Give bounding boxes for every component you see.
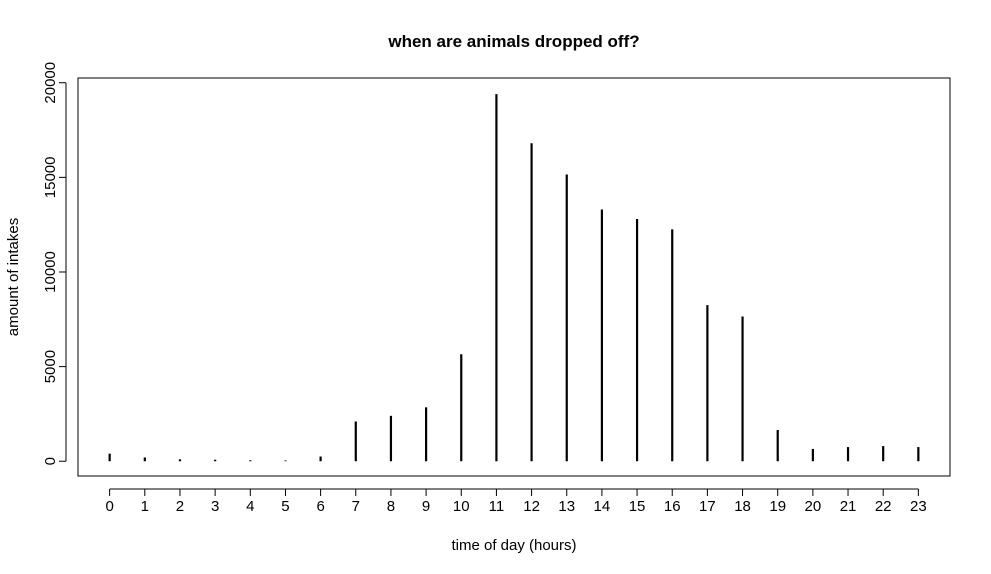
- x-tick-label: 6: [316, 498, 324, 515]
- y-tick-label: 20000: [42, 62, 59, 104]
- x-tick-label: 18: [734, 498, 751, 515]
- x-tick-label: 21: [840, 498, 857, 515]
- x-tick-label: 3: [211, 498, 219, 515]
- x-tick-label: 2: [176, 498, 184, 515]
- x-tick-label: 10: [453, 498, 470, 515]
- y-tick-label: 0: [42, 457, 59, 465]
- x-axis-label: time of day (hours): [451, 537, 576, 554]
- x-tick-label: 23: [910, 498, 927, 515]
- bar-series: [108, 94, 920, 462]
- x-tick-label: 0: [105, 498, 113, 515]
- x-tick-label: 22: [875, 498, 892, 515]
- y-axis: 0 5000 10000 15000 20000: [42, 62, 67, 465]
- x-tick-label: 9: [422, 498, 430, 515]
- x-tick-label: 19: [769, 498, 786, 515]
- x-tick-label: 8: [387, 498, 395, 515]
- x-tick-label: 11: [489, 498, 505, 515]
- x-tick-label: 14: [594, 498, 611, 515]
- x-tick-label: 13: [558, 498, 575, 515]
- chart-title: when are animals dropped off?: [387, 32, 639, 51]
- x-tick-label: 5: [281, 498, 289, 515]
- y-axis-label: amount of intakes: [5, 218, 22, 336]
- x-tick-label: 15: [629, 498, 646, 515]
- y-tick-label: 15000: [42, 156, 59, 198]
- y-tick-label: 5000: [42, 350, 59, 383]
- x-tick-label: 17: [699, 498, 716, 515]
- plot-frame: [77, 77, 951, 477]
- x-tick-label: 20: [805, 498, 822, 515]
- y-tick-label: 10000: [42, 251, 59, 293]
- x-axis: 0 1 2 3 4 5 6 7 8 9 10 11 12 13 14 15 16 17 18 19 20 21 22 23: [105, 488, 927, 515]
- x-tick-label: 4: [246, 498, 254, 515]
- x-tick-label: 12: [523, 498, 540, 515]
- x-tick-label: 1: [141, 498, 149, 515]
- x-tick-label: 7: [352, 498, 360, 515]
- x-tick-label: 16: [664, 498, 681, 515]
